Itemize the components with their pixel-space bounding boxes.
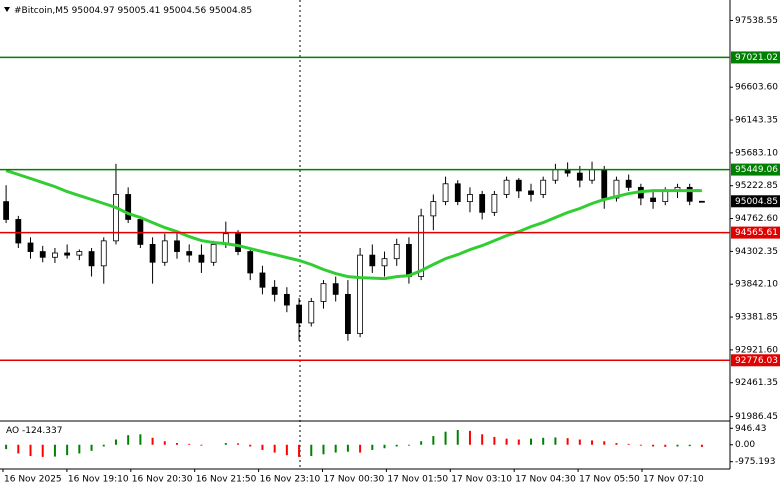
candle-body [503, 179, 510, 195]
x-tick-label: 17 Nov 04:30 [515, 475, 576, 485]
candle-body [174, 240, 180, 252]
y-tick-label: 96603.60 [735, 83, 778, 93]
candle-body [381, 258, 388, 267]
x-tick-label: 17 Nov 05:50 [579, 475, 640, 485]
x-tick-label: 16 Nov 20:30 [132, 475, 193, 485]
candle-body [479, 194, 486, 213]
candle-body [186, 251, 193, 256]
candle-body [662, 190, 669, 203]
candle-body [308, 301, 315, 324]
y-tick-label: 93842.10 [735, 280, 778, 290]
x-tick-label: 16 Nov 2025 [4, 475, 62, 485]
candle-body [198, 254, 205, 263]
candle-body [491, 194, 498, 213]
x-tick-label: 17 Nov 03:10 [451, 475, 512, 485]
current-price: 95004.85 [735, 197, 778, 207]
candle-body [454, 183, 461, 203]
candle-body [589, 169, 595, 181]
candle-body [625, 179, 632, 188]
chart-title: #Bitcoin,M5 95004.97 95005.41 95004.56 9… [14, 6, 252, 16]
y-tick-label: 97538.55 [735, 16, 778, 26]
y-tick-label: 93381.85 [735, 313, 778, 323]
price-label-box [731, 195, 780, 208]
candle-body [332, 283, 339, 295]
candle-body [88, 251, 95, 267]
candle-body [418, 215, 425, 277]
x-tick-label: 16 Nov 19:10 [68, 475, 129, 485]
level-label: 94565.61 [735, 228, 778, 238]
menu-icon[interactable] [4, 7, 10, 12]
candle-body [540, 179, 547, 195]
candle-body [247, 251, 254, 274]
x-tick-label: 16 Nov 21:50 [196, 475, 257, 485]
moving-average [5, 169, 702, 281]
candle-body [552, 169, 559, 181]
candle-body [393, 244, 400, 260]
candle-body [320, 283, 327, 302]
y-tick-label: 92921.60 [735, 345, 778, 355]
candle-body [430, 201, 437, 217]
candle-body [235, 233, 241, 252]
ao-tick-label: -975.193 [735, 457, 775, 467]
candle-body [125, 194, 132, 220]
y-tick-label: 94302.35 [735, 247, 778, 257]
candle-body [52, 252, 58, 258]
ao-tick-label: 0.00 [735, 440, 755, 450]
y-tick-label: 95683.10 [735, 148, 778, 158]
candle-body [100, 240, 107, 267]
candle-body [369, 254, 376, 267]
y-tick-label: 94762.60 [735, 214, 778, 224]
y-tick-label: 92461.35 [735, 378, 778, 388]
candle-body [259, 272, 266, 288]
ao-title: AO -124.337 [6, 426, 62, 436]
y-tick-label: 91986.45 [735, 412, 778, 422]
level-label: 92776.03 [735, 356, 778, 366]
candle-body [467, 194, 473, 203]
level-label-box [731, 51, 780, 64]
x-tick-label: 17 Nov 01:50 [387, 475, 448, 485]
level-label: 95449.06 [735, 165, 778, 175]
candle-body [3, 201, 10, 220]
x-tick-label: 16 Nov 23:10 [260, 475, 321, 485]
x-tick-label: 17 Nov 07:10 [643, 475, 704, 485]
candle-body [686, 186, 693, 202]
candle-body [27, 242, 34, 252]
candle-body [528, 190, 534, 195]
y-tick-label: 96143.35 [735, 116, 778, 126]
level-label-box [731, 354, 780, 367]
candle-body [113, 194, 119, 242]
candle-body [64, 252, 71, 256]
candle-body [515, 179, 522, 192]
candle-body [296, 304, 302, 324]
level-label: 97021.02 [735, 53, 778, 63]
candle-body [76, 251, 83, 256]
candle-body [576, 172, 583, 181]
candle-body [161, 240, 168, 263]
candle-body [698, 200, 705, 203]
level-label-box [731, 226, 780, 239]
candle-body [210, 244, 217, 263]
candle-body [442, 183, 449, 203]
y-tick-label: 95222.85 [735, 181, 778, 191]
candle-body [15, 219, 22, 244]
candle-body [650, 197, 656, 203]
candle-body [271, 286, 278, 295]
candle-body [357, 254, 364, 335]
ao-tick-label: 946.43 [735, 424, 767, 434]
candle-body [283, 293, 290, 306]
candle-body [344, 293, 351, 335]
level-label-box [731, 163, 780, 176]
candle-body [406, 244, 412, 277]
candle-body [149, 244, 156, 263]
candle-body [601, 169, 608, 199]
x-tick-label: 17 Nov 00:30 [324, 475, 385, 485]
candle-body [39, 251, 46, 258]
